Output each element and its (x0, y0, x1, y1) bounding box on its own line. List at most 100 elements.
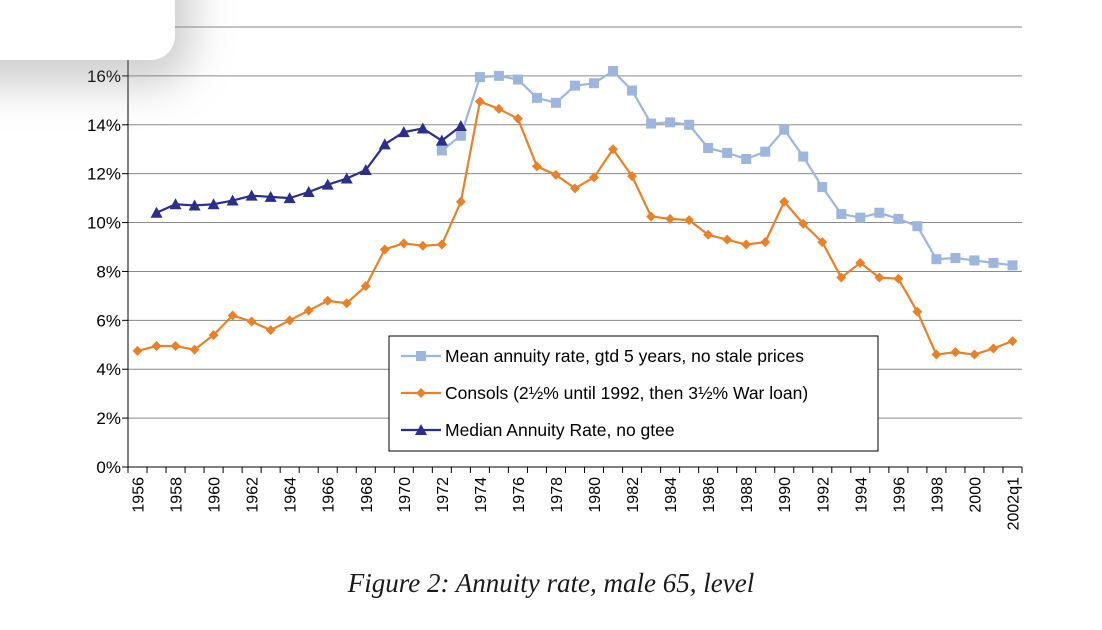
data-point (455, 130, 466, 141)
data-point (608, 66, 619, 76)
data-point (207, 198, 220, 210)
x-tick-label: 2002q1 (1005, 477, 1022, 530)
data-point (969, 349, 980, 360)
series-line (137, 100, 1013, 356)
data-point (435, 134, 448, 146)
x-tick-label: 1974 (473, 477, 490, 513)
data-point (817, 182, 828, 193)
data-point (397, 126, 410, 138)
data-point (779, 124, 790, 135)
data-point (359, 164, 372, 175)
data-point (341, 298, 352, 309)
data-point (302, 186, 315, 197)
data-point (703, 229, 714, 240)
data-point (988, 343, 999, 354)
data-point (855, 257, 866, 268)
data-point (931, 349, 942, 360)
x-tick-label: 1960 (207, 477, 224, 513)
data-point (474, 72, 485, 83)
data-point (189, 344, 200, 355)
data-point (570, 183, 580, 194)
x-tick-label: 1990 (777, 477, 794, 513)
data-point (303, 305, 314, 316)
data-point (169, 198, 182, 210)
data-point (817, 237, 828, 248)
data-point (1007, 336, 1018, 347)
data-point (874, 207, 885, 218)
data-point (436, 145, 447, 156)
x-tick-label: 1970 (397, 477, 414, 513)
data-point (684, 215, 695, 226)
data-point (931, 254, 942, 265)
data-point (665, 117, 676, 128)
legend-marker (415, 424, 427, 435)
data-point (798, 218, 809, 229)
data-point (512, 113, 523, 124)
x-tick-label: 2000 (967, 477, 984, 513)
data-point (454, 120, 467, 131)
data-point (531, 161, 542, 172)
data-point (417, 240, 428, 251)
legend-label: Median Annuity Rate, no gtee (445, 420, 675, 440)
data-point (608, 144, 619, 155)
x-tick-label: 1972 (435, 477, 452, 513)
y-tick-label: 6% (96, 311, 121, 330)
data-point (283, 192, 296, 204)
data-point (627, 171, 638, 182)
data-point (950, 347, 961, 358)
axes (122, 26, 1023, 473)
y-tick-label: 12% (87, 165, 121, 184)
data-point (836, 209, 847, 219)
x-tick-label: 1992 (815, 477, 832, 513)
series-square (436, 66, 1018, 271)
figure-caption: Figure 2: Annuity rate, male 65, level (347, 568, 755, 598)
data-point (340, 172, 353, 184)
data-point (570, 80, 580, 91)
data-point (416, 122, 429, 134)
data-point (950, 253, 961, 263)
y-tick-label: 16% (87, 67, 121, 86)
data-point (208, 330, 219, 340)
x-tick-label: 1988 (739, 477, 756, 513)
series-diamond (132, 96, 1018, 360)
y-tick-label: 2% (96, 409, 121, 428)
x-tick-label: 1962 (245, 477, 262, 513)
data-point (988, 257, 999, 268)
data-point (550, 97, 561, 108)
x-tick-label: 1982 (625, 477, 642, 513)
data-point (531, 92, 542, 103)
data-point (646, 211, 657, 222)
x-tick-label: 1956 (131, 477, 148, 513)
data-point (455, 196, 466, 207)
data-point (132, 345, 143, 356)
x-tick-label: 1976 (511, 477, 528, 513)
x-tick-label: 1958 (169, 477, 186, 513)
data-point (379, 244, 390, 255)
data-point (322, 295, 333, 306)
data-point (703, 143, 714, 153)
data-point (378, 138, 391, 150)
data-point (493, 103, 504, 114)
data-point (226, 194, 239, 206)
data-point (151, 341, 162, 351)
data-point (398, 238, 409, 249)
x-tick-label: 1964 (283, 477, 300, 513)
x-tick-label: 1998 (929, 477, 946, 513)
data-point (760, 146, 771, 157)
y-tick-label: 14% (87, 116, 121, 135)
x-tick-label: 1996 (891, 477, 908, 513)
x-tick-label: 1984 (663, 477, 680, 513)
data-point (589, 172, 600, 183)
x-tick-label: 1968 (359, 477, 376, 513)
page-corner-shadow (0, 0, 175, 60)
data-point (493, 70, 504, 81)
data-point (646, 118, 657, 129)
data-point (474, 96, 485, 107)
legend-box (388, 335, 879, 452)
gridlines (128, 26, 1022, 419)
data-point (436, 239, 447, 250)
legend-marker (416, 388, 426, 398)
x-tick-label: 1994 (853, 477, 870, 513)
data-point (589, 78, 600, 89)
